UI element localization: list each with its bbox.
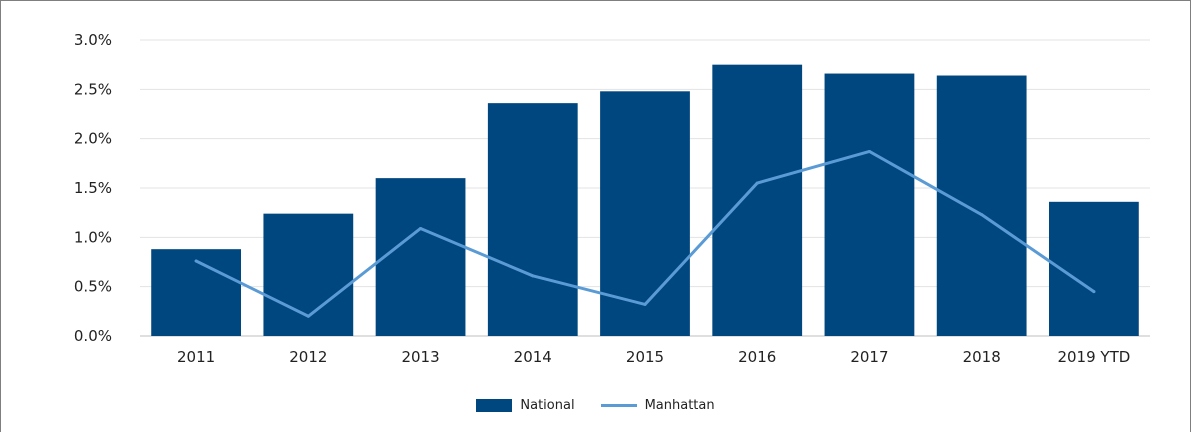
x-tick-label: 2014 [514, 348, 552, 366]
x-tick-label: 2019 YTD [1057, 348, 1130, 366]
point-manhattan [419, 226, 423, 230]
manhattan-line-series [194, 149, 1096, 318]
point-manhattan [306, 314, 310, 318]
bar-national [712, 64, 803, 337]
y-tick-label: 0.0% [74, 327, 112, 345]
legend-swatch-national [476, 399, 513, 412]
bar-national [151, 249, 241, 336]
bar-national [1049, 201, 1139, 336]
point-manhattan [867, 149, 871, 153]
x-axis-tick-labels: 2011 2012 2013 2014 2015 2016 2017 2018 2019 YTD [177, 348, 1130, 366]
point-manhattan [1092, 290, 1096, 294]
legend-label-national: National [520, 398, 575, 413]
y-tick-label: 0.5% [74, 278, 112, 296]
x-tick-label: 2012 [289, 348, 327, 366]
bar-national [375, 178, 466, 336]
legend-item-national: National [476, 398, 575, 413]
point-manhattan [194, 259, 198, 263]
y-tick-label: 1.0% [74, 228, 112, 246]
y-tick-label: 2.0% [74, 130, 112, 148]
point-manhattan [531, 274, 535, 278]
legend-swatch-manhattan [600, 404, 637, 407]
legend-item-manhattan: Manhattan [600, 398, 715, 413]
legend: National Manhattan [0, 398, 1191, 413]
x-tick-label: 2017 [850, 348, 888, 366]
x-tick-label: 2013 [401, 348, 439, 366]
legend-label-manhattan: Manhattan [644, 398, 715, 413]
x-tick-label: 2015 [626, 348, 664, 366]
x-tick-label: 2011 [177, 348, 215, 366]
x-tick-label: 2016 [738, 348, 776, 366]
bar-national [824, 73, 915, 337]
point-manhattan [755, 181, 759, 185]
x-tick-label: 2018 [963, 348, 1001, 366]
point-manhattan [643, 302, 647, 306]
y-tick-label: 2.5% [74, 80, 112, 98]
y-tick-label: 1.5% [74, 179, 112, 197]
bar-national [936, 75, 1027, 337]
y-tick-label: 3.0% [74, 31, 112, 49]
bar-national [600, 91, 690, 336]
y-axis-tick-labels: 0.0% 0.5% 1.0% 1.5% 2.0% 2.5% 3.0% [74, 31, 112, 345]
national-bars [151, 64, 1139, 337]
bar-national [487, 103, 578, 336]
point-manhattan [980, 213, 984, 217]
